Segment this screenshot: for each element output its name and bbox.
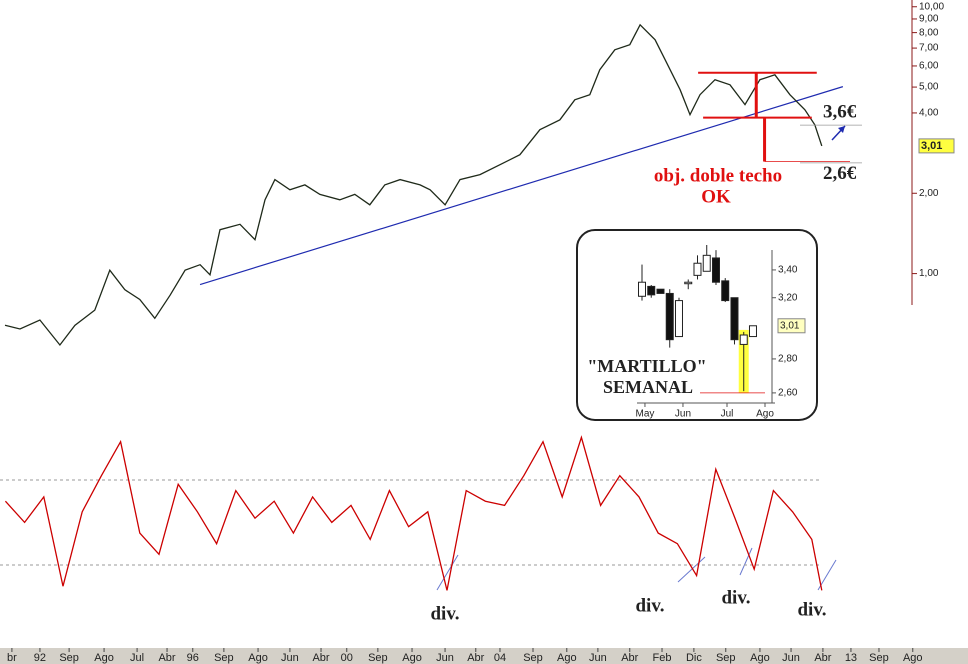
candle-body — [665, 292, 674, 341]
x-tick-label: Abr — [814, 652, 831, 664]
x-tick-label: Ago — [557, 652, 577, 664]
inset-last-value-box — [777, 318, 806, 334]
y-tick-label: 2,00 — [919, 188, 939, 199]
candle-body — [739, 334, 748, 345]
y-tick-label: 6,00 — [919, 61, 939, 72]
candle-body — [711, 257, 720, 283]
inset-box — [576, 229, 818, 421]
price-line — [4, 23, 823, 347]
x-tick-label: Sep — [214, 652, 234, 664]
div-label: div. — [721, 587, 750, 608]
x-tick-label: Ago — [750, 652, 770, 664]
x-tick-label: Dic — [686, 652, 702, 664]
candle-body — [702, 254, 711, 272]
x-tick-label: Sep — [716, 652, 736, 664]
x-tick-label: 96 — [187, 652, 199, 664]
inset-y-tick-label: 2,80 — [778, 354, 798, 365]
x-tick-label: Sep — [368, 652, 388, 664]
target-label: 2,6€ — [823, 163, 857, 184]
x-tick-label: Sep — [523, 652, 543, 664]
inset-x-tick-label: Jun — [675, 409, 691, 420]
x-tick-label: br — [7, 652, 17, 664]
y-tick-label: 1,00 — [919, 268, 939, 279]
inset-x-tick-label: May — [636, 409, 655, 420]
candle-body — [684, 281, 693, 285]
div-line — [739, 547, 753, 576]
div-label: div. — [635, 595, 664, 616]
y-tick-label: 8,00 — [919, 27, 939, 38]
price-line — [4, 435, 823, 591]
y-tick-label: 9,00 — [919, 14, 939, 25]
x-tick-label: Jun — [589, 652, 607, 664]
target-label: 3,6€ — [823, 102, 857, 123]
candle-body — [748, 325, 757, 338]
candle-body — [693, 262, 702, 276]
inset-text: "MARTILLO" — [587, 356, 706, 376]
x-tick-label: Jun — [281, 652, 299, 664]
y-tick-label: 5,00 — [919, 82, 939, 93]
x-tick-label: 92 — [34, 652, 46, 664]
candle-body — [730, 297, 739, 341]
x-tick-label: Sep — [869, 652, 889, 664]
candle-body — [656, 288, 665, 294]
x-tick-label: Ago — [94, 652, 114, 664]
div-label: div. — [797, 599, 826, 620]
candle-body — [721, 280, 730, 302]
x-tick-label: 00 — [341, 652, 353, 664]
inset-y-tick-label: 3,20 — [778, 292, 798, 303]
x-tick-label: Jun — [436, 652, 454, 664]
y-tick-label: 10,00 — [919, 1, 944, 12]
x-tick-label: 04 — [494, 652, 506, 664]
annotation: obj. doble techo — [654, 165, 782, 186]
last-value-box — [918, 138, 955, 154]
last-value-label: 3,01 — [921, 140, 942, 152]
x-tick-label: Ago — [248, 652, 268, 664]
x-tick-label: Abr — [621, 652, 638, 664]
trendline — [199, 86, 844, 286]
y-tick-label: 7,00 — [919, 43, 939, 54]
x-tick-label: 13 — [845, 652, 857, 664]
inset-x-tick-label: Ago — [756, 409, 774, 420]
candle-body — [674, 300, 683, 338]
inset-text: SEMANAL — [603, 377, 693, 397]
candle-body — [637, 281, 646, 297]
y-tick-label: 4,00 — [919, 108, 939, 119]
div-line — [436, 554, 459, 591]
div-label: div. — [430, 603, 459, 624]
x-tick-label: Jun — [782, 652, 800, 664]
x-tick-label: Abr — [467, 652, 484, 664]
inset-y-tick-label: 3,40 — [778, 265, 798, 276]
inset-last-value-label: 3,01 — [780, 320, 800, 331]
x-tick-label: Ago — [903, 652, 923, 664]
div-line — [677, 556, 706, 583]
x-tick-label: Ago — [402, 652, 422, 664]
x-tick-label: Abr — [312, 652, 329, 664]
x-tick-label: Sep — [59, 652, 79, 664]
x-tick-label: Abr — [158, 652, 175, 664]
inset-y-tick-label: 2,60 — [778, 388, 798, 399]
inset-x-tick-label: Jul — [721, 409, 734, 420]
arrow-head — [838, 126, 845, 133]
candle-body — [647, 285, 656, 296]
x-tick-label: Jul — [130, 652, 144, 664]
x-tick-label: Feb — [653, 652, 672, 664]
annotation: OK — [701, 186, 731, 207]
